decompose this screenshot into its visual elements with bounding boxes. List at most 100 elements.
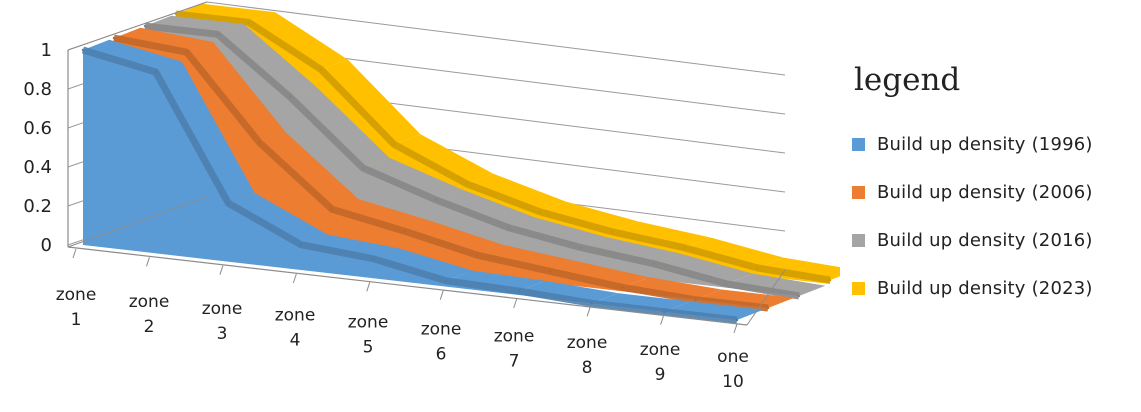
series-3-top-0 — [176, 3, 276, 23]
series-0-top-3 — [301, 234, 401, 259]
floor-right-edge — [746, 269, 786, 326]
series-1-top-7 — [622, 277, 722, 300]
series-0-point-0 — [81, 48, 85, 52]
legend-swatch-2006 — [852, 185, 865, 199]
area-chart-3d: 0 0.2 0.4 0.6 0.8 1 zone 1 zone 2 zone 3 zone 4 zone 5… — [23, 1, 840, 392]
series-1-top-3 — [332, 199, 432, 232]
x-tick-6 — [513, 298, 518, 309]
series-3-top-4 — [466, 173, 566, 212]
series-2-top-6 — [581, 237, 681, 264]
series-2-top-4 — [435, 189, 535, 228]
x-tick-2 — [219, 265, 224, 275]
series-0-point-9 — [735, 318, 739, 322]
series-3-point-8 — [756, 266, 759, 270]
legend-item-2023: Build up density (2023) — [852, 264, 1093, 312]
x-tick-1 — [145, 257, 150, 267]
series-1-point-9 — [766, 306, 770, 310]
series-0-top-1 — [155, 61, 255, 204]
series-1-point-1 — [185, 50, 188, 54]
series-3-edge — [175, 10, 831, 284]
series-0-top-4 — [373, 248, 473, 281]
x-tick-5 — [439, 290, 444, 300]
x-tick-label-8: zone 9 — [640, 340, 681, 385]
x-tick-label-6: zone 7 — [494, 326, 535, 371]
series-areas — [81, 3, 840, 324]
series-3-point-3 — [392, 143, 396, 146]
x-tick-7 — [586, 307, 591, 317]
series-3-top-8 — [757, 257, 840, 281]
series-2-point-1 — [216, 33, 219, 36]
series-2-top-3 — [363, 157, 463, 200]
series-1-point-7 — [621, 286, 624, 289]
series-2-point-4 — [434, 198, 437, 201]
series-0-top-5 — [446, 270, 546, 292]
x-tick-0 — [72, 248, 77, 259]
series-0-top-6 — [519, 280, 619, 304]
series-1-top-1 — [186, 41, 286, 143]
series-2-point-7 — [652, 262, 655, 265]
series-3-top-6 — [612, 221, 712, 248]
series-2-top-5 — [508, 217, 608, 248]
legend-swatch-2023 — [852, 281, 865, 295]
series-3-top-3 — [394, 134, 494, 184]
legend-item-2016: Build up density (2016) — [852, 216, 1093, 264]
series-0-point-7 — [590, 302, 593, 305]
x-tick-label-5: zone 6 — [421, 319, 462, 364]
series-3-top-2 — [321, 59, 421, 145]
floor-depth-edge — [67, 196, 208, 248]
series-0-top-7 — [591, 293, 691, 312]
series-2-point-5 — [507, 226, 510, 229]
legend-label-2006: Build up density (2006) — [877, 181, 1093, 203]
series-0-front — [83, 50, 737, 320]
x-tick-label-7: zone 8 — [567, 333, 608, 378]
series-1-point-3 — [330, 208, 334, 211]
series-0-top-8 — [664, 301, 764, 320]
series-2-edge — [144, 22, 800, 300]
series-1-point-0 — [112, 36, 116, 40]
legend-item-2006: Build up density (2006) — [852, 168, 1093, 216]
series-2-top-0 — [145, 15, 245, 35]
x-tick-3 — [292, 273, 297, 284]
series-area-0 — [81, 39, 764, 324]
legend-label-2023: Build up density (2023) — [877, 277, 1093, 299]
series-1-point-4 — [403, 230, 406, 233]
series-3-point-2 — [320, 68, 323, 71]
x-tick-label-3: zone 4 — [275, 306, 316, 351]
series-3-top-7 — [684, 237, 784, 268]
series-1-point-5 — [476, 253, 479, 257]
series-0-top-0 — [83, 39, 183, 72]
x-tick-label-0: zone 1 — [56, 285, 97, 330]
gridline-back-5 — [206, 1, 786, 76]
series-1-point-2 — [258, 141, 261, 144]
series-2-point-8 — [725, 282, 728, 285]
series-0-point-4 — [372, 257, 375, 261]
y-tick-label-3: 0.6 — [23, 118, 52, 139]
x-tick-label-4: zone 5 — [348, 313, 389, 358]
x-tick-label-1: zone 2 — [129, 292, 170, 337]
y-tick-label-1: 0.2 — [23, 196, 52, 217]
series-0-point-3 — [299, 243, 303, 246]
series-2-point-9 — [797, 294, 801, 298]
series-3-top-1 — [248, 12, 348, 70]
y-tick-label-5: 1 — [41, 40, 52, 61]
series-0-point-1 — [154, 70, 157, 74]
series-3-point-9 — [828, 278, 832, 282]
series-3-point-6 — [610, 230, 614, 233]
series-3-point-7 — [683, 246, 686, 250]
y-tick-label-2: 0.4 — [23, 157, 52, 178]
series-2-top-1 — [217, 24, 317, 98]
x-tick-label-9: one 10 — [717, 347, 749, 392]
legend-label-2016: Build up density (2016) — [877, 229, 1093, 251]
legend-swatch-1996 — [852, 137, 865, 151]
y-tick-label-0: 0 — [41, 235, 52, 256]
series-3-point-5 — [538, 210, 541, 213]
x-axis-line — [67, 246, 748, 326]
series-0-edge — [81, 46, 738, 324]
legend-title: legend — [854, 62, 961, 98]
x-tick-4 — [366, 282, 371, 292]
series-3-top-5 — [539, 201, 639, 232]
series-1-top-5 — [477, 244, 577, 272]
series-1-top-6 — [550, 261, 650, 288]
series-2-point-3 — [361, 166, 365, 170]
legend-item-1996: Build up density (1996) — [852, 120, 1093, 168]
